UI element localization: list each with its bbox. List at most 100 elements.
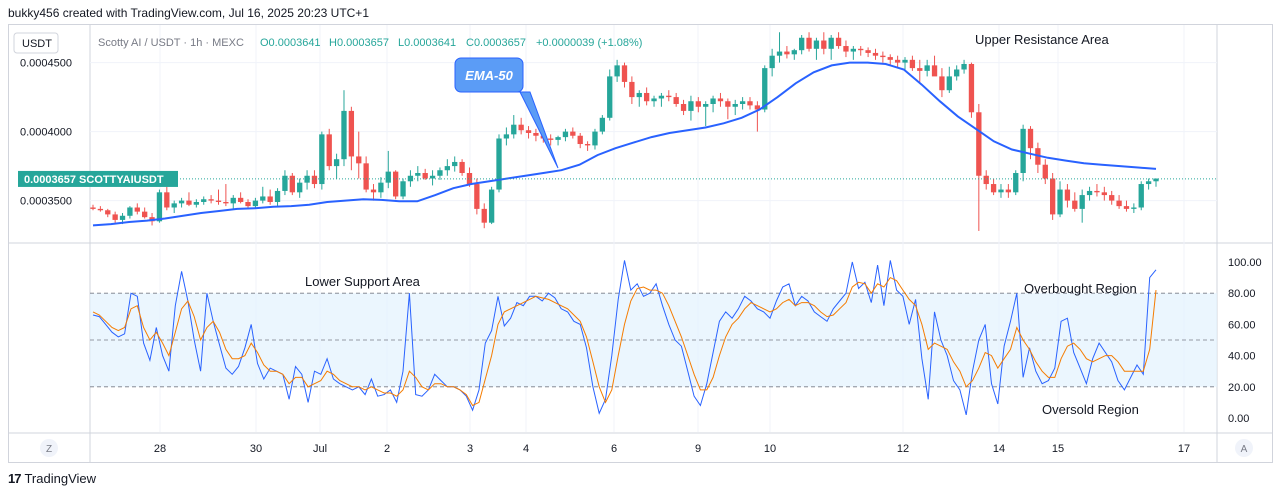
stoch-tick-label: 80.00 bbox=[1228, 288, 1256, 300]
candle-body bbox=[1101, 192, 1107, 196]
candle-body bbox=[976, 112, 982, 176]
candle-body bbox=[1005, 189, 1012, 193]
candle-body bbox=[1123, 206, 1130, 209]
candle-body bbox=[525, 130, 532, 133]
candle-body bbox=[237, 197, 244, 202]
candle-body bbox=[725, 101, 731, 107]
candle-body bbox=[223, 201, 229, 204]
candle-body bbox=[799, 37, 805, 51]
candle-body bbox=[333, 159, 340, 167]
candle-body bbox=[688, 101, 694, 111]
candle-body bbox=[946, 76, 952, 91]
candle-body bbox=[1049, 178, 1056, 215]
upper-resistance-label: Upper Resistance Area bbox=[975, 32, 1109, 47]
stoch-tick-label: 100.00 bbox=[1228, 257, 1262, 269]
tradingview-logo[interactable]: 17 TradingView bbox=[8, 471, 96, 486]
candle-body bbox=[252, 200, 259, 207]
candle-body bbox=[178, 200, 185, 204]
candle-body bbox=[821, 40, 827, 49]
candle-body bbox=[858, 48, 864, 51]
candle-body bbox=[835, 37, 842, 47]
candle-body bbox=[968, 63, 975, 113]
candle-body bbox=[850, 48, 856, 52]
candle-body bbox=[289, 175, 295, 193]
time-tick-label: 2 bbox=[384, 443, 390, 455]
candle-body bbox=[658, 95, 665, 99]
candle-body bbox=[865, 50, 871, 53]
candle-body bbox=[614, 65, 620, 77]
candle-body bbox=[1064, 189, 1071, 201]
legend-symbol: Scotty AI / USDT · 1h · MEXC bbox=[98, 37, 244, 49]
price-tag-label: 0.0003657 SCOTTYAIUSDT bbox=[24, 174, 164, 186]
time-tick-label: 10 bbox=[764, 443, 776, 455]
candle-body bbox=[90, 207, 96, 209]
candle-body bbox=[393, 171, 399, 197]
candle-body bbox=[584, 144, 591, 146]
candle-body bbox=[1020, 128, 1026, 173]
candle-body bbox=[1042, 164, 1048, 179]
candle-body bbox=[437, 170, 443, 176]
time-tick-label: 9 bbox=[695, 443, 701, 455]
candle-body bbox=[1109, 195, 1115, 201]
candle-body bbox=[488, 189, 495, 223]
candle-body bbox=[555, 137, 561, 140]
candle-body bbox=[570, 131, 576, 136]
candle-body bbox=[1131, 207, 1137, 209]
time-tick-label: 3 bbox=[467, 443, 473, 455]
candle-body bbox=[415, 173, 421, 176]
candle-body bbox=[193, 201, 200, 205]
candle-body bbox=[1138, 184, 1144, 208]
legend-low: L0.0003641 bbox=[398, 37, 456, 49]
candle-body bbox=[813, 40, 820, 49]
candle-body bbox=[348, 110, 355, 157]
candle-body bbox=[562, 131, 569, 138]
candle-body bbox=[954, 69, 960, 77]
candle-body bbox=[739, 101, 746, 104]
stoch-tick-label: 60.00 bbox=[1228, 319, 1256, 331]
legend-change: +0.0000039 (+1.08%) bbox=[536, 37, 642, 49]
candle-body bbox=[459, 161, 465, 173]
candle-body bbox=[370, 189, 377, 193]
candle-body bbox=[245, 201, 251, 207]
candle-body bbox=[429, 175, 436, 179]
price-tick-label: 0.0004000 bbox=[20, 127, 72, 139]
candle-body bbox=[629, 81, 635, 98]
candle-body bbox=[1027, 128, 1034, 149]
candle-body bbox=[1086, 190, 1093, 196]
candle-body bbox=[105, 210, 111, 215]
candle-body bbox=[894, 59, 901, 63]
candle-body bbox=[990, 184, 997, 193]
tradingview-brand-text: TradingView bbox=[24, 471, 97, 486]
candle-body bbox=[1116, 200, 1122, 207]
candle-body bbox=[282, 175, 288, 191]
candle-body bbox=[747, 101, 753, 106]
candle-body bbox=[341, 110, 347, 160]
candle-body bbox=[983, 175, 989, 185]
candle-body bbox=[548, 138, 554, 140]
time-tick-label: Jul bbox=[313, 443, 327, 455]
candle-body bbox=[452, 161, 458, 167]
candle-body bbox=[142, 211, 148, 218]
candle-body bbox=[164, 192, 170, 208]
candle-body bbox=[215, 200, 222, 202]
candle-body bbox=[466, 173, 473, 185]
candle-body bbox=[710, 98, 716, 104]
candle-body bbox=[119, 215, 126, 220]
candle-body bbox=[961, 63, 967, 70]
candle-body bbox=[400, 181, 406, 197]
candle-body bbox=[828, 37, 834, 49]
candle-body bbox=[643, 92, 650, 102]
stoch-k-line bbox=[92, 260, 1157, 416]
z-button bbox=[40, 439, 58, 457]
candle-body bbox=[909, 59, 916, 69]
time-tick-label: 12 bbox=[897, 443, 909, 455]
candle-body bbox=[1013, 173, 1019, 193]
candle-body bbox=[931, 65, 938, 77]
candle-body bbox=[592, 131, 598, 146]
legend-open: O0.0003641 bbox=[260, 37, 321, 49]
time-tick-label: 4 bbox=[523, 443, 529, 455]
candle-body bbox=[1145, 181, 1152, 185]
candle-body bbox=[1079, 195, 1085, 209]
candle-body bbox=[872, 52, 879, 56]
